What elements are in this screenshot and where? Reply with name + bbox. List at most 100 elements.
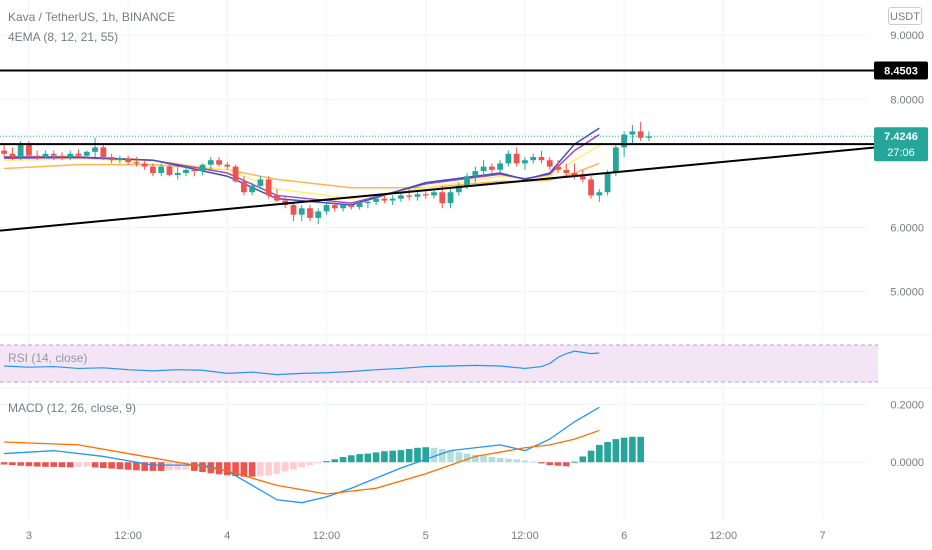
- candle-body: [398, 195, 404, 199]
- macd-histogram-bar: [9, 462, 16, 466]
- macd-histogram-bar: [50, 462, 58, 467]
- candle-body: [331, 205, 338, 209]
- candle-body: [59, 155, 65, 157]
- macd-histogram-bar: [538, 462, 545, 464]
- macd-histogram-bar: [629, 436, 636, 463]
- macd-histogram-bar: [430, 447, 438, 463]
- macd-histogram-bar: [405, 448, 413, 463]
- macd-histogram-bar: [637, 436, 644, 463]
- candle-body: [323, 205, 330, 212]
- macd-histogram-bar: [215, 462, 223, 475]
- candle-body: [546, 160, 553, 167]
- candle-body: [356, 203, 363, 207]
- candle-body: [612, 147, 619, 174]
- time-axis-label: 5: [423, 530, 429, 542]
- macd-histogram-bar: [273, 462, 281, 474]
- symbol-legend[interactable]: Kava / TetherUS, 1h, BINANCE: [8, 10, 176, 24]
- time-axis-label: 12:00: [511, 530, 539, 542]
- price-tick-label: 8.0000: [890, 94, 924, 106]
- time-axis-label: 12:00: [313, 530, 341, 542]
- candle-body: [571, 173, 578, 177]
- candle-body: [464, 176, 470, 186]
- rising-trend-line[interactable]: [0, 146, 877, 232]
- candle-body: [274, 195, 280, 201]
- currency-button[interactable]: USDT: [888, 7, 922, 25]
- rsi-line: [4, 350, 600, 376]
- candle-body: [141, 163, 148, 167]
- time-axis-label: 7: [819, 530, 825, 542]
- candle-body: [472, 171, 479, 177]
- current-price-label: 7.4246: [884, 131, 918, 143]
- macd-histogram-bar: [488, 457, 496, 463]
- candle-body: [150, 166, 156, 174]
- macd-histogram-bar: [612, 439, 620, 463]
- macd-histogram-bar: [480, 455, 487, 463]
- candle-body: [505, 153, 512, 164]
- macd-histogram-bar: [75, 462, 82, 467]
- candle-body: [199, 164, 206, 172]
- macd-histogram-bar: [554, 462, 562, 466]
- macd-histogram-bar: [339, 457, 347, 463]
- macd-histogram-bar: [604, 442, 611, 463]
- macd-histogram-bar: [364, 453, 372, 463]
- macd-histogram-bar: [174, 462, 182, 471]
- candle-body: [116, 158, 123, 161]
- candle-body: [9, 153, 16, 157]
- candle-body: [26, 144, 32, 156]
- rsi-legend[interactable]: RSI (14, close): [8, 351, 88, 365]
- candle-body: [265, 179, 272, 196]
- ema-8-line: [4, 127, 600, 206]
- candle-body: [232, 166, 239, 182]
- candle-body: [488, 166, 495, 170]
- macd-histogram-bar: [224, 462, 231, 476]
- candle-body: [538, 156, 545, 161]
- time-axis-label: 3: [26, 530, 32, 542]
- candle-body: [406, 195, 413, 197]
- macd-histogram-bar: [323, 461, 330, 463]
- candle-body: [249, 185, 256, 193]
- macd-histogram-bar: [25, 462, 33, 467]
- candle-body: [604, 173, 611, 193]
- candle-body: [340, 205, 346, 209]
- macd-histogram-bar: [257, 462, 264, 477]
- macd-histogram-bar: [571, 461, 578, 463]
- candle-body: [389, 198, 396, 201]
- candle-body: [191, 169, 198, 172]
- macd-histogram-bar: [579, 456, 587, 463]
- macd-histogram-bar: [422, 447, 430, 463]
- candle-body: [224, 164, 231, 167]
- macd-histogram-bar: [149, 462, 157, 471]
- candle-body: [158, 166, 165, 174]
- ema-legend[interactable]: 4EMA (8, 12, 21, 55): [8, 30, 119, 44]
- candle-body: [183, 169, 189, 174]
- macd-histogram-bar: [397, 450, 405, 463]
- candle-body: [422, 194, 429, 196]
- candle-body: [348, 205, 355, 207]
- macd-histogram-bar: [447, 450, 454, 463]
- price-tick-label: 6.0000: [890, 222, 924, 234]
- macd-legend[interactable]: MACD (12, 26, close, 9): [8, 401, 137, 415]
- macd-histogram-bar: [58, 462, 66, 468]
- macd-histogram-bar: [463, 453, 471, 463]
- candle-body: [125, 158, 132, 163]
- macd-histogram-bar: [248, 462, 256, 477]
- macd-histogram-bar: [83, 462, 91, 467]
- macd-histogram-bar: [133, 462, 140, 471]
- candle-body: [439, 192, 446, 204]
- macd-histogram-bar: [91, 462, 99, 468]
- macd-tick-label: 0.2000: [890, 399, 924, 411]
- macd-histogram-bar: [331, 459, 339, 463]
- macd-histogram-bar: [513, 459, 520, 463]
- candle-body: [216, 160, 222, 165]
- macd-histogram-bar: [190, 462, 198, 471]
- time-axis-label: 12:00: [710, 530, 738, 542]
- price-tick-label: 5.0000: [890, 287, 924, 299]
- time-axis-label: 4: [224, 530, 230, 542]
- macd-histogram-bar: [108, 462, 115, 469]
- candle-body: [42, 153, 49, 157]
- candle-body: [522, 160, 528, 164]
- macd-histogram-bar: [157, 462, 165, 471]
- macd-histogram-bar: [521, 460, 529, 463]
- candle-body: [588, 179, 594, 196]
